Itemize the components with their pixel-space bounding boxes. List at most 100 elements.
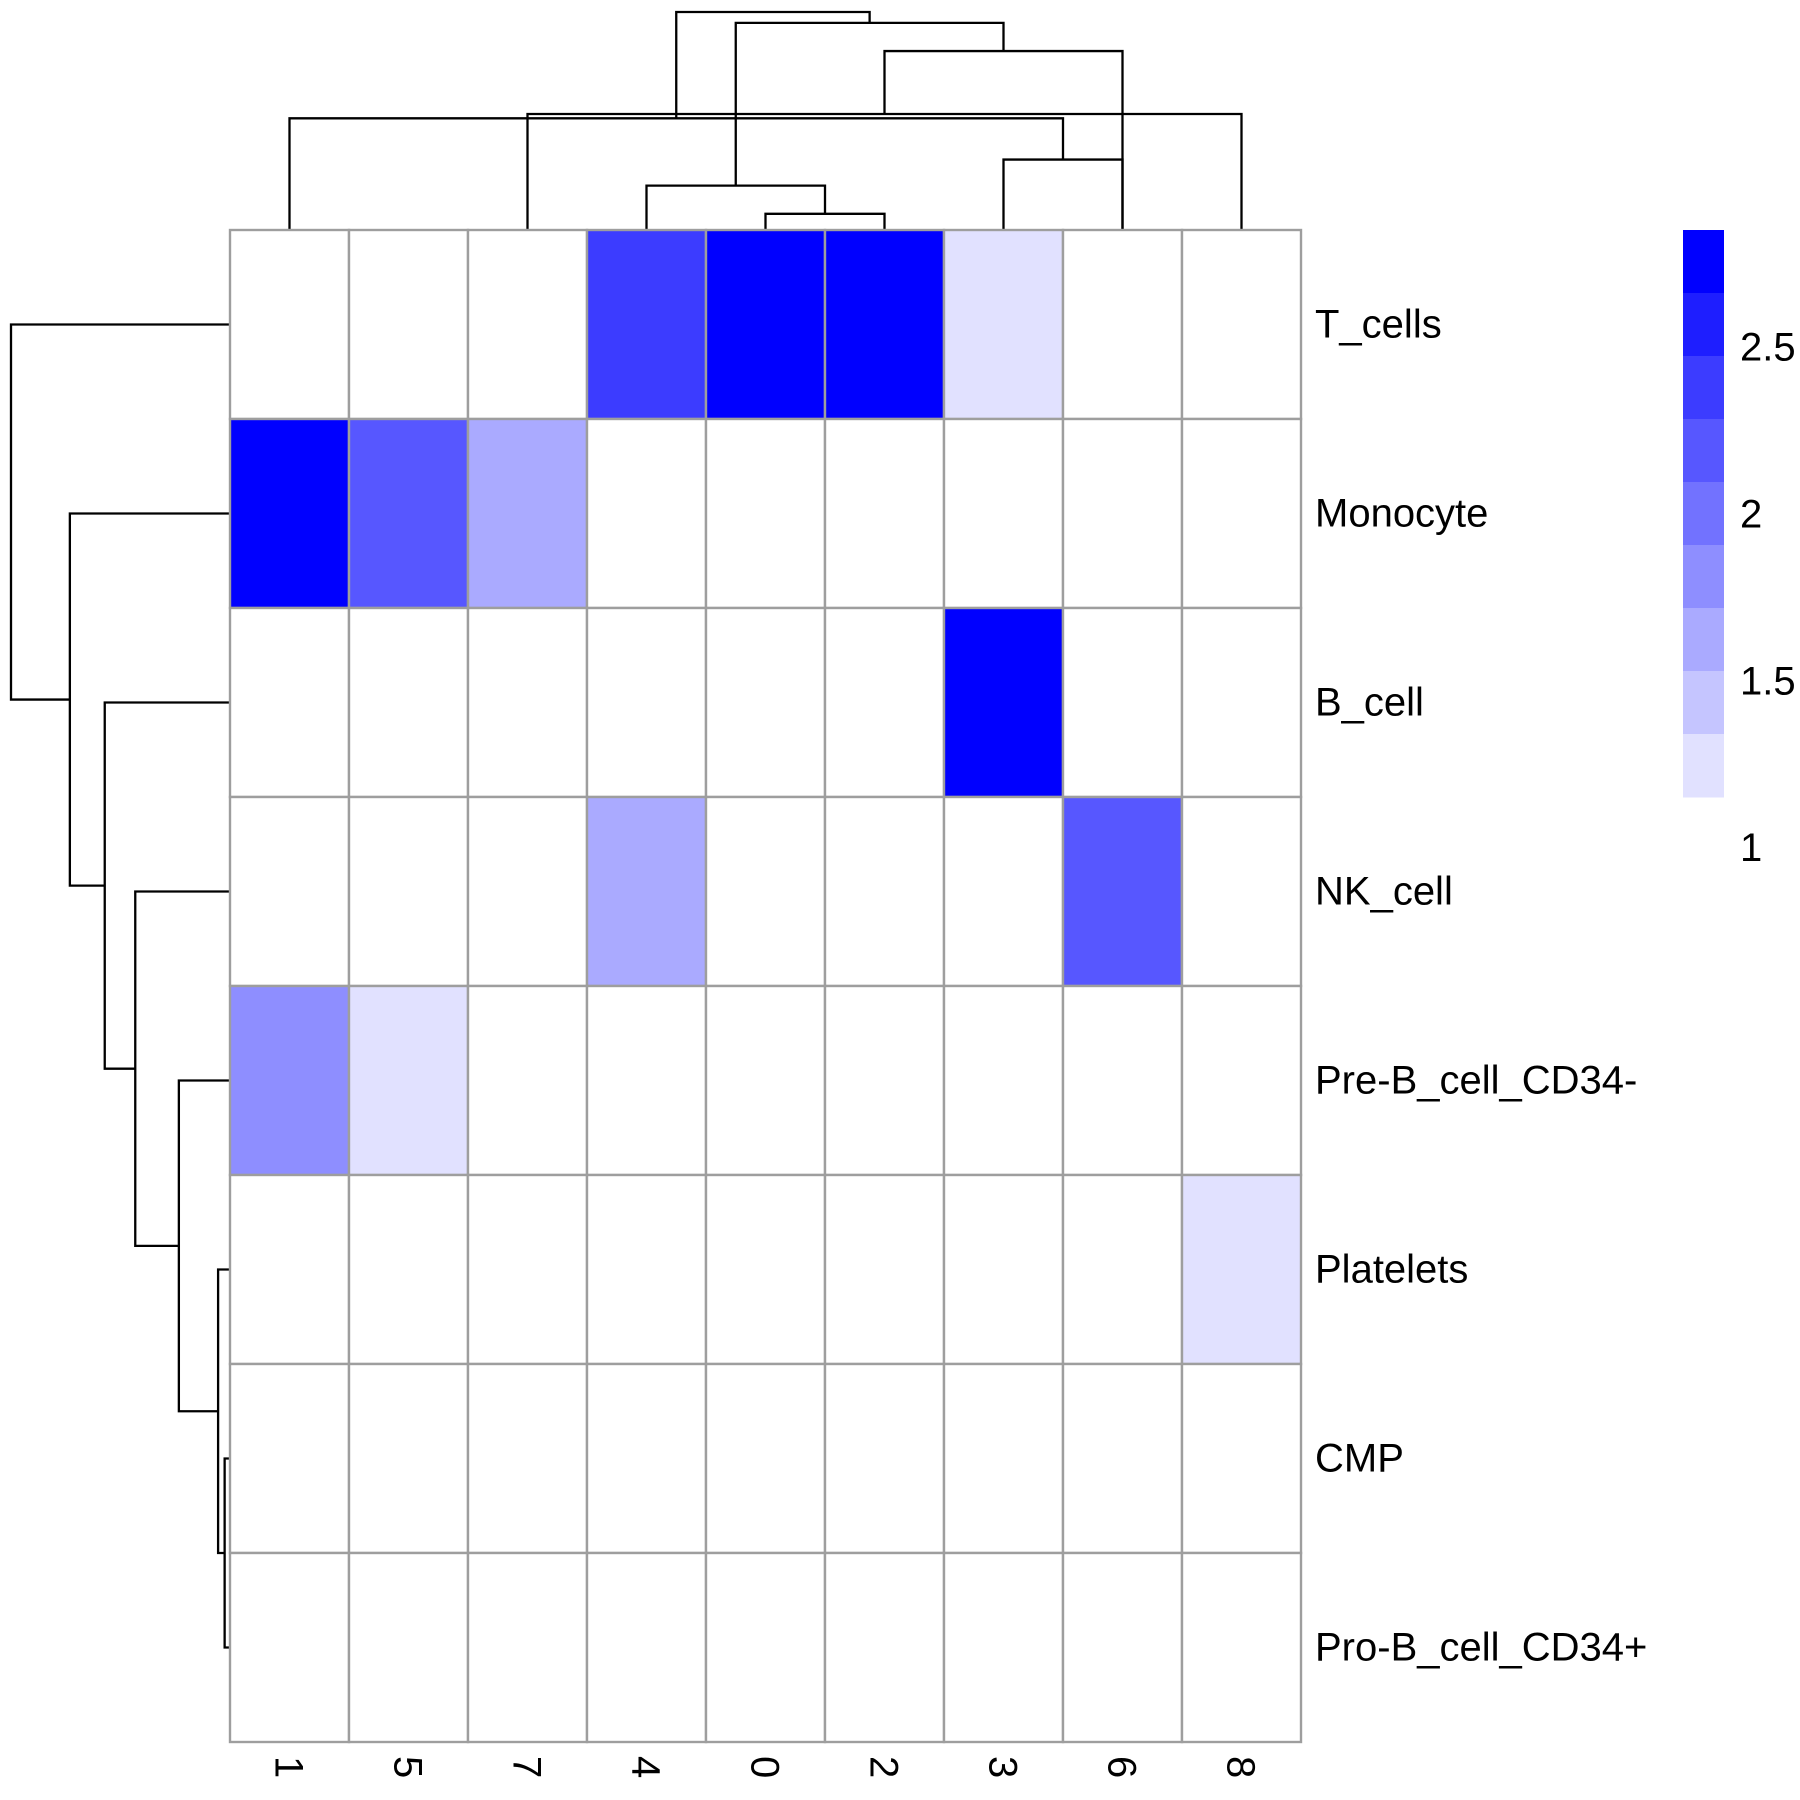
- heatmap-cell: [1061, 795, 1184, 988]
- column-label: 3: [981, 1756, 1025, 1778]
- color-legend: 2.5 2 1.5 1: [1683, 230, 1796, 870]
- column-dendrogram-branch: [764, 212, 886, 229]
- heatmap-cell: [1061, 1362, 1184, 1555]
- legend-color-bin: [1683, 230, 1724, 294]
- column-label: 6: [1100, 1756, 1144, 1778]
- heatmap-cell: [585, 1362, 708, 1555]
- heatmap-cell: [585, 228, 708, 421]
- heatmap-cell: [704, 795, 827, 988]
- heatmap-cell: [466, 1173, 589, 1366]
- legend-color-bin: [1683, 734, 1724, 798]
- heatmap-cell: [704, 984, 827, 1177]
- column-dendrogram-branch: [288, 117, 1065, 229]
- heatmap-cell: [1180, 984, 1303, 1177]
- heatmap-cell: [704, 1173, 827, 1366]
- heatmap-cell: [466, 984, 589, 1177]
- heatmap-cell: [347, 1173, 470, 1366]
- heatmap-cell: [942, 1362, 1065, 1555]
- heatmap-cell: [228, 417, 351, 610]
- heatmap-cell: [585, 984, 708, 1177]
- heatmap-cell: [942, 984, 1065, 1177]
- heatmap-cell: [942, 606, 1065, 799]
- heatmap-cell: [704, 606, 827, 799]
- legend-color-bin: [1683, 356, 1724, 420]
- heatmap-cell: [228, 1551, 351, 1744]
- legend-color-bin: [1683, 419, 1724, 483]
- heatmap-cell: [228, 1362, 351, 1555]
- heatmap-cell: [466, 1551, 589, 1744]
- column-labels: 1 5 7 4 0 2 3 6 8: [267, 1756, 1263, 1778]
- row-labels: T_cells Monocyte B_cell NK_cell Pre-B_cell_C…: [1315, 303, 1647, 1670]
- heatmap-cell: [585, 1551, 708, 1744]
- column-dendrogram: [288, 10, 1243, 229]
- heatmap-cell: [1061, 1173, 1184, 1366]
- heatmap-cell: [1180, 417, 1303, 610]
- legend-color-bin: [1683, 545, 1724, 609]
- heatmap-cell: [347, 1551, 470, 1744]
- heatmap-cell: [347, 606, 470, 799]
- heatmap-cell: [347, 795, 470, 988]
- legend-color-bin: [1683, 671, 1724, 735]
- heatmap-cell: [823, 606, 946, 799]
- column-dendrogram-branch: [1002, 158, 1124, 229]
- legend-tick-label: 2.5: [1740, 326, 1796, 370]
- legend-color-bin: [1683, 293, 1724, 357]
- legend-tick-label: 2: [1740, 493, 1762, 537]
- heatmap-cell: [704, 1362, 827, 1555]
- heatmap-cell: [823, 1173, 946, 1366]
- heatmap-cell: [1061, 228, 1184, 421]
- heatmap-cell: [347, 984, 470, 1177]
- heatmap-cell: [585, 606, 708, 799]
- heatmap-cell: [466, 1362, 589, 1555]
- column-label: 7: [505, 1756, 549, 1778]
- column-dendrogram-branch: [645, 184, 827, 229]
- heatmap-cell: [228, 984, 351, 1177]
- column-label: 2: [862, 1756, 906, 1778]
- column-label: 5: [386, 1756, 430, 1778]
- legend-tick-label: 1: [1740, 826, 1762, 870]
- heatmap-cell: [1061, 984, 1184, 1177]
- heatmap-cell: [823, 417, 946, 610]
- column-dendrogram-branch: [675, 10, 871, 119]
- column-label: 0: [743, 1756, 787, 1778]
- row-label: T_cells: [1315, 303, 1442, 347]
- heatmap-cell: [1180, 1362, 1303, 1555]
- legend-tick-label: 1.5: [1740, 659, 1796, 703]
- heatmap-cell: [1061, 606, 1184, 799]
- heatmap-cell: [585, 1173, 708, 1366]
- heatmap-cell: [942, 795, 1065, 988]
- heatmap-cell: [704, 417, 827, 610]
- column-dendrogram-branch: [526, 112, 1243, 229]
- heatmap-cell: [585, 795, 708, 988]
- row-label: CMP: [1315, 1437, 1404, 1481]
- row-dendrogram: [9, 323, 229, 1649]
- heatmap-cell: [347, 228, 470, 421]
- row-dendrogram-branch: [134, 890, 229, 1248]
- row-dendrogram-branch: [68, 512, 229, 887]
- heatmap-cell: [1180, 795, 1303, 988]
- heatmap-cell: [466, 606, 589, 799]
- row-label: B_cell: [1315, 681, 1424, 725]
- row-dendrogram-branch: [103, 701, 229, 1070]
- heatmap-cell: [347, 1362, 470, 1555]
- legend-color-bin: [1683, 608, 1724, 672]
- row-label: Platelets: [1315, 1248, 1468, 1292]
- heatmap-cell: [466, 228, 589, 421]
- column-label: 8: [1219, 1756, 1263, 1778]
- row-label: NK_cell: [1315, 870, 1453, 914]
- heatmap-cell: [823, 1551, 946, 1744]
- heatmap-cell: [466, 795, 589, 988]
- heatmap-cell: [228, 795, 351, 988]
- heatmap-cell: [823, 984, 946, 1177]
- row-label: Monocyte: [1315, 492, 1488, 536]
- row-label: Pre-B_cell_CD34-: [1315, 1059, 1637, 1103]
- row-dendrogram-branch: [177, 1079, 229, 1413]
- heatmap-cells: [228, 228, 1303, 1744]
- heatmap-cell: [704, 228, 827, 421]
- legend-color-bin: [1683, 482, 1724, 546]
- heatmap-cell: [823, 795, 946, 988]
- heatmap-cell: [942, 1551, 1065, 1744]
- heatmap-cell: [228, 1173, 351, 1366]
- heatmap-cell: [823, 1362, 946, 1555]
